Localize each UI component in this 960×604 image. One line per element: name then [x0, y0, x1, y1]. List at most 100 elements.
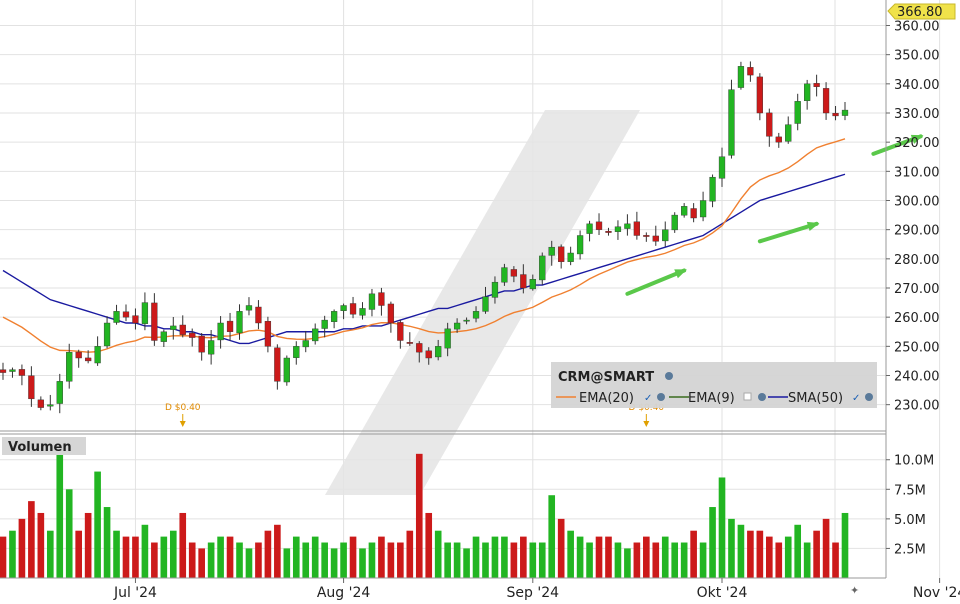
volume-bar — [501, 536, 508, 578]
trend-arrow-head — [910, 134, 924, 144]
trend-arrow-head — [806, 221, 820, 232]
candle — [75, 351, 82, 359]
volume-bar — [557, 518, 565, 578]
candle — [453, 322, 461, 330]
candle — [624, 223, 631, 229]
ema20-line — [2, 138, 846, 353]
candle — [520, 274, 527, 289]
volume-bar — [453, 542, 461, 578]
candle — [775, 136, 782, 143]
candle — [321, 319, 328, 329]
legend-settings-icon[interactable] — [758, 393, 766, 401]
candle — [416, 343, 423, 353]
candle — [378, 292, 385, 306]
candle — [208, 340, 215, 355]
volume-bar — [151, 542, 158, 578]
candle — [141, 302, 149, 324]
candle — [18, 369, 26, 376]
candle — [652, 235, 659, 242]
volume-bar — [624, 548, 631, 578]
volume-bar — [614, 542, 622, 578]
volume-bar — [595, 536, 603, 578]
legend-entry-ema9: EMA(9) — [688, 391, 735, 406]
volume-bar — [652, 542, 660, 578]
sma50-series — [2, 173, 846, 345]
volume-bar — [274, 524, 281, 578]
legend-settings-icon[interactable] — [865, 393, 873, 401]
volume-bar — [28, 501, 35, 578]
volume-bar — [813, 530, 820, 578]
candle — [435, 346, 442, 358]
volume-bar — [103, 507, 111, 578]
volume-tick-label: 7.5M — [894, 483, 926, 498]
volume-bar — [169, 530, 177, 578]
volume-bar — [255, 542, 262, 578]
volume-bar — [141, 524, 149, 578]
volume-bar — [236, 542, 243, 578]
volume-tick-label: 5.0M — [894, 513, 926, 528]
legend-entry-ema20: EMA(20) — [579, 391, 634, 406]
candle — [0, 369, 7, 373]
volume-title-box: Volumen — [2, 437, 86, 455]
legend-check-icon[interactable]: ✓ — [644, 393, 652, 404]
candle — [255, 306, 262, 324]
candle — [170, 325, 177, 330]
legend-settings-icon[interactable] — [665, 372, 673, 380]
volume-bar — [9, 530, 16, 578]
legend-settings-icon[interactable] — [657, 393, 665, 401]
candlestick-series — [0, 61, 849, 414]
candle — [699, 200, 707, 218]
candle — [340, 305, 347, 311]
legend-check-icon[interactable]: ✓ — [852, 393, 860, 404]
candle — [103, 322, 111, 347]
candle — [595, 221, 603, 230]
candle — [576, 235, 584, 255]
candle — [160, 331, 167, 342]
price-tick-label: 340.00 — [894, 78, 940, 93]
volume-bar — [472, 536, 480, 578]
candle — [529, 279, 536, 290]
candle — [359, 308, 366, 316]
svg-text:✦: ✦ — [850, 584, 859, 597]
volume-bar — [226, 536, 234, 578]
candle — [633, 221, 640, 236]
volume-bar — [132, 536, 139, 578]
price-tick-label: 240.00 — [894, 370, 940, 385]
volume-bar — [671, 542, 679, 578]
price-tick-label: 330.00 — [894, 107, 940, 122]
volume-bar — [775, 542, 783, 578]
candle — [605, 231, 612, 233]
candle — [813, 83, 820, 87]
candle — [785, 124, 792, 142]
volume-bar — [75, 530, 82, 578]
candle — [189, 332, 196, 338]
volume-bar — [661, 536, 669, 578]
volume-bar — [822, 518, 830, 578]
candle — [245, 305, 253, 311]
candle — [302, 340, 309, 348]
price-axis: 230.00 240.00 250.00 260.00 270.00 280.00 290.… — [886, 20, 940, 414]
volume-bar — [586, 542, 593, 578]
candle — [804, 83, 811, 102]
candle — [132, 315, 139, 324]
dividend-arrow — [179, 421, 186, 427]
month-label: Nov '24 — [913, 585, 960, 600]
candle — [151, 302, 158, 341]
candle — [113, 311, 120, 323]
month-label: Sep '24 — [507, 585, 560, 600]
price-tick-label: 290.00 — [894, 224, 940, 239]
candle — [330, 311, 338, 322]
legend: CRM@SMART EMA(20) ✓ EMA(9) SMA(50) ✓ — [551, 362, 877, 408]
volume-bar — [841, 512, 849, 578]
candle — [747, 67, 754, 76]
dividend-arrow — [643, 421, 650, 427]
candle — [28, 375, 35, 400]
legend-checkbox-icon[interactable] — [743, 392, 752, 401]
volume-bar — [406, 530, 414, 578]
volume-bar — [690, 530, 697, 578]
volume-bar — [84, 512, 92, 578]
scroll-handle[interactable]: ✦ — [850, 584, 859, 597]
candle — [794, 101, 801, 124]
candle — [293, 346, 300, 358]
volume-bar — [113, 530, 120, 578]
